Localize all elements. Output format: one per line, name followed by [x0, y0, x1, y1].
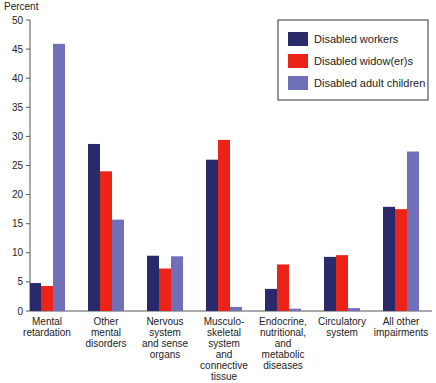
- y-tick-label: 25: [12, 160, 24, 171]
- y-tick: [26, 136, 30, 137]
- legend-swatch: [288, 54, 308, 68]
- bar: [277, 264, 289, 311]
- bar: [206, 160, 218, 311]
- y-tick: [26, 165, 30, 166]
- bar: [112, 220, 124, 311]
- y-tick: [26, 20, 30, 21]
- x-tick-label-line: and sense: [142, 338, 189, 349]
- y-tick-label: 0: [17, 306, 23, 317]
- x-tick-label: Circulatorysystem: [318, 316, 366, 338]
- bar: [383, 207, 395, 311]
- y-tick-label: 35: [12, 102, 24, 113]
- bar: [265, 289, 277, 311]
- bar: [324, 257, 336, 311]
- x-tick-label-line: Musculo-: [204, 316, 245, 327]
- x-tick-label-line: organs: [150, 349, 181, 360]
- y-tick-label: 15: [12, 218, 24, 229]
- x-tick-label-line: retardation: [23, 327, 71, 338]
- x-tick-label-line: metabolic: [262, 349, 305, 360]
- bar: [218, 140, 230, 311]
- x-tick-label-line: nutritional,: [260, 327, 306, 338]
- x-tick-label-line: impairments: [374, 327, 428, 338]
- y-tick: [26, 223, 30, 224]
- x-tick-label-line: Other: [93, 316, 119, 327]
- x-tick-label: Mentalretardation: [23, 316, 71, 338]
- legend-label: Disabled adult children: [314, 77, 425, 89]
- bar: [395, 209, 407, 311]
- legend: [278, 20, 428, 100]
- x-tick-label-line: connective: [200, 360, 248, 371]
- y-tick-label: 50: [12, 15, 24, 26]
- y-tick-label: 20: [12, 189, 24, 200]
- bar: [41, 286, 53, 311]
- x-tick-label-line: Mental: [32, 316, 62, 327]
- x-tick-label-line: Endocrine,: [259, 316, 307, 327]
- bar: [100, 171, 112, 311]
- bar: [53, 44, 65, 311]
- y-tick: [26, 49, 30, 50]
- y-axis-label: Percent: [4, 1, 39, 12]
- y-tick-label: 10: [12, 247, 24, 258]
- bar: [230, 307, 242, 311]
- x-tick-label-line: and: [216, 349, 233, 360]
- legend-swatch: [288, 32, 308, 46]
- x-tick-label-line: system: [326, 327, 358, 338]
- y-tick-label: 45: [12, 44, 24, 55]
- y-tick: [26, 78, 30, 79]
- x-tick-label-line: skeletal: [207, 327, 241, 338]
- x-tick-label-line: All other: [383, 316, 420, 327]
- x-tick-label: Othermentaldisorders: [85, 316, 126, 349]
- legend-label: Disabled widow(er)s: [314, 55, 414, 67]
- bar: [348, 308, 360, 311]
- bar: [88, 144, 100, 311]
- legend-label: Disabled workers: [314, 33, 399, 45]
- y-tick: [26, 281, 30, 282]
- x-tick-label: Nervoussystemand senseorgans: [142, 316, 189, 360]
- x-tick-label-line: system: [149, 327, 181, 338]
- bar: [336, 255, 348, 311]
- bar: [289, 309, 301, 311]
- bar: [171, 256, 183, 311]
- y-tick-label: 30: [12, 131, 24, 142]
- x-tick-label-line: diseases: [263, 360, 302, 371]
- x-tick-label-line: Nervous: [146, 316, 183, 327]
- y-tick-label: 5: [17, 276, 23, 287]
- y-tick: [26, 107, 30, 108]
- bar: [147, 256, 159, 311]
- x-tick-label-line: Circulatory: [318, 316, 366, 327]
- x-tick-label: Musculo-skeletalsystemandconnectivetissu…: [200, 316, 248, 382]
- y-tick-label: 40: [12, 73, 24, 84]
- bar: [30, 283, 41, 311]
- x-tick-label-line: system: [208, 338, 240, 349]
- x-tick-label-line: mental: [91, 327, 121, 338]
- chart: Percent 0 5 10 15 20 25 30 35 40 45 50 Mentalretarda…: [0, 0, 436, 383]
- legend-swatch: [288, 76, 308, 90]
- y-tick: [26, 194, 30, 195]
- bar: [159, 269, 171, 311]
- x-tick-label-line: tissue: [211, 371, 238, 382]
- x-tick-label: All otherimpairments: [374, 316, 428, 338]
- x-tick-label: Endocrine,nutritional,andmetabolicdiseas…: [259, 316, 307, 371]
- bar: [407, 152, 419, 311]
- y-tick: [26, 311, 30, 312]
- x-tick-label-line: and: [275, 338, 292, 349]
- x-tick-label-line: disorders: [85, 338, 126, 349]
- y-tick: [26, 252, 30, 253]
